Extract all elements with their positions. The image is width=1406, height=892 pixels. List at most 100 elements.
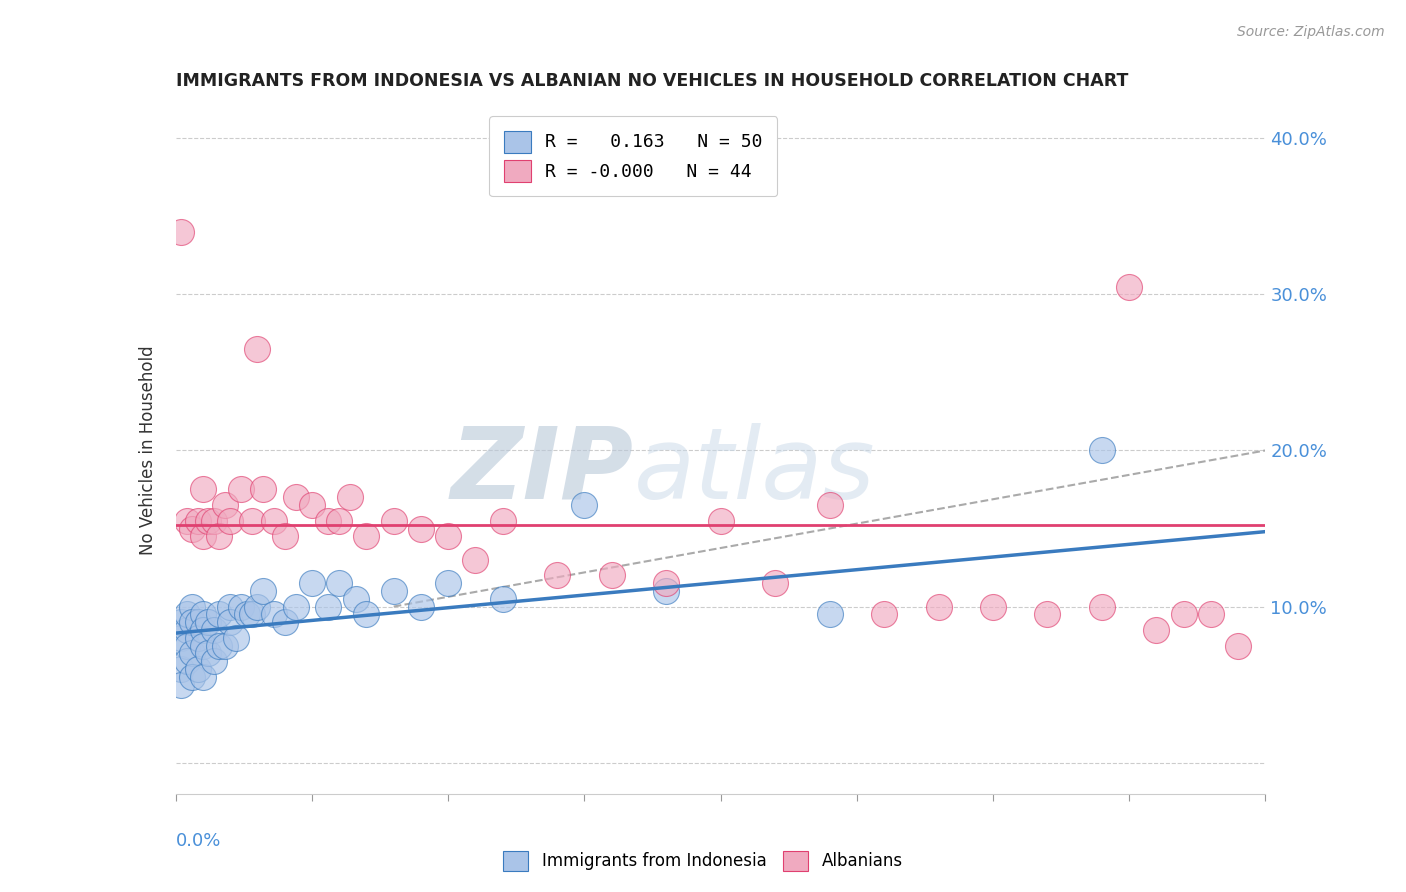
Point xyxy=(328,576,350,591)
Point xyxy=(344,591,367,606)
Point xyxy=(301,576,323,591)
Point xyxy=(181,615,204,630)
Point xyxy=(1091,443,1114,458)
Point xyxy=(655,583,678,598)
Point xyxy=(170,662,193,676)
Point xyxy=(763,576,786,591)
Point xyxy=(202,623,225,637)
Point xyxy=(274,615,297,630)
Point xyxy=(1144,623,1167,637)
Point xyxy=(186,615,209,630)
Point xyxy=(186,514,209,528)
Point xyxy=(710,514,733,528)
Point xyxy=(928,599,950,614)
Point xyxy=(818,607,841,622)
Point xyxy=(231,483,253,497)
Point xyxy=(176,514,198,528)
Point xyxy=(328,514,350,528)
Point xyxy=(318,514,340,528)
Text: Source: ZipAtlas.com: Source: ZipAtlas.com xyxy=(1237,25,1385,39)
Point xyxy=(181,670,204,684)
Point xyxy=(170,225,193,239)
Point xyxy=(181,521,204,535)
Point xyxy=(1036,607,1059,622)
Point xyxy=(235,607,257,622)
Point xyxy=(170,678,193,692)
Point xyxy=(191,639,214,653)
Point xyxy=(1173,607,1195,622)
Point xyxy=(252,483,274,497)
Point xyxy=(219,599,242,614)
Point xyxy=(191,623,214,637)
Point xyxy=(208,529,231,543)
Point xyxy=(356,607,378,622)
Point xyxy=(191,529,214,543)
Point xyxy=(1227,639,1250,653)
Point xyxy=(301,498,323,512)
Point xyxy=(284,599,307,614)
Point xyxy=(252,583,274,598)
Point xyxy=(382,583,405,598)
Point xyxy=(197,514,219,528)
Point xyxy=(176,654,198,668)
Point xyxy=(1091,599,1114,614)
Point xyxy=(214,639,236,653)
Text: 0.0%: 0.0% xyxy=(176,831,221,850)
Point xyxy=(186,631,209,645)
Point xyxy=(214,498,236,512)
Point xyxy=(437,576,460,591)
Point xyxy=(181,646,204,660)
Point xyxy=(409,599,432,614)
Point xyxy=(818,498,841,512)
Point xyxy=(181,599,204,614)
Point xyxy=(240,514,263,528)
Point xyxy=(191,483,214,497)
Text: IMMIGRANTS FROM INDONESIA VS ALBANIAN NO VEHICLES IN HOUSEHOLD CORRELATION CHART: IMMIGRANTS FROM INDONESIA VS ALBANIAN NO… xyxy=(176,72,1128,90)
Point xyxy=(197,646,219,660)
Legend: Immigrants from Indonesia, Albanians: Immigrants from Indonesia, Albanians xyxy=(495,842,911,880)
Point xyxy=(492,514,515,528)
Point xyxy=(231,599,253,614)
Point xyxy=(437,529,460,543)
Point xyxy=(202,514,225,528)
Point xyxy=(176,607,198,622)
Point xyxy=(655,576,678,591)
Point xyxy=(176,639,198,653)
Text: atlas: atlas xyxy=(633,423,875,519)
Point xyxy=(981,599,1004,614)
Point xyxy=(170,615,193,630)
Point xyxy=(492,591,515,606)
Point xyxy=(318,599,340,614)
Point xyxy=(1118,279,1140,293)
Point xyxy=(219,514,242,528)
Point xyxy=(246,599,269,614)
Point xyxy=(263,514,285,528)
Point xyxy=(873,607,896,622)
Point xyxy=(600,568,623,582)
Point xyxy=(574,498,596,512)
Point xyxy=(464,552,486,567)
Point xyxy=(176,623,198,637)
Point xyxy=(219,615,242,630)
Point xyxy=(284,490,307,504)
Point xyxy=(1199,607,1222,622)
Point xyxy=(197,615,219,630)
Y-axis label: No Vehicles in Household: No Vehicles in Household xyxy=(139,345,157,556)
Point xyxy=(356,529,378,543)
Point xyxy=(246,342,269,356)
Legend: R =   0.163   N = 50, R = -0.000   N = 44: R = 0.163 N = 50, R = -0.000 N = 44 xyxy=(489,116,778,196)
Point xyxy=(274,529,297,543)
Point xyxy=(191,607,214,622)
Point xyxy=(186,662,209,676)
Point xyxy=(382,514,405,528)
Point xyxy=(208,639,231,653)
Point xyxy=(240,607,263,622)
Point xyxy=(263,607,285,622)
Text: ZIP: ZIP xyxy=(450,423,633,519)
Point xyxy=(170,631,193,645)
Point xyxy=(208,607,231,622)
Point xyxy=(225,631,247,645)
Point xyxy=(546,568,568,582)
Point xyxy=(409,521,432,535)
Point xyxy=(191,670,214,684)
